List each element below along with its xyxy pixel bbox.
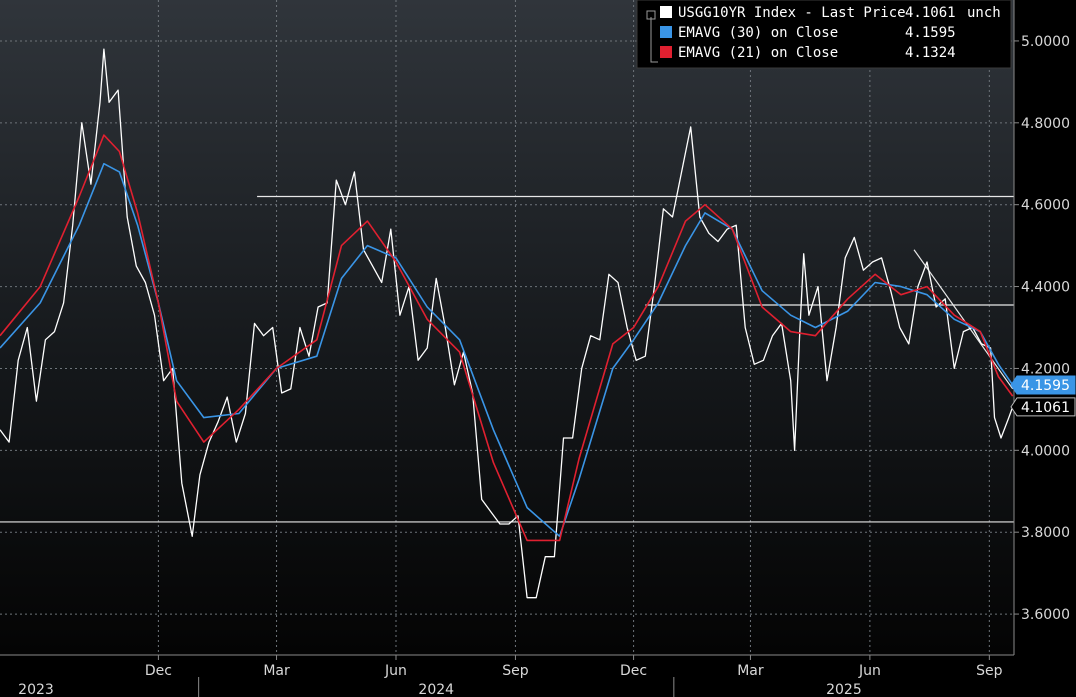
y-axis-background bbox=[1014, 0, 1076, 697]
legend: USGG10YR Index - Last Price 4.1061 unch EMA… bbox=[636, 0, 1012, 69]
legend-label: EMAVG (21) on Close bbox=[678, 45, 838, 61]
legend-value: 4.1061 bbox=[905, 5, 956, 21]
x-tick-label: Mar bbox=[263, 663, 290, 679]
year-labels: 2023 2024 2025 bbox=[18, 677, 862, 697]
last-value-labels: 4.1595 4.1061 bbox=[1010, 375, 1076, 417]
y-tick-label: 3.6000 bbox=[1021, 607, 1070, 623]
y-tick-label: 5.0000 bbox=[1021, 34, 1070, 50]
x-axis-ticks: Dec Mar Jun Sep Dec Mar Jun Sep bbox=[145, 655, 1003, 679]
x-tick-label: Dec bbox=[145, 663, 172, 679]
x-tick-label: Jun bbox=[384, 663, 407, 679]
year-label: 2025 bbox=[826, 682, 862, 697]
x-tick-label: Mar bbox=[737, 663, 764, 679]
last-value-badge-bg bbox=[1010, 397, 1076, 417]
price-line bbox=[0, 48, 1014, 599]
y-tick-label: 4.8000 bbox=[1021, 116, 1070, 132]
y-tick-label: 4.6000 bbox=[1021, 198, 1070, 214]
year-label: 2023 bbox=[18, 682, 54, 697]
y-tick-label: 4.2000 bbox=[1021, 361, 1070, 377]
legend-collapse-icon[interactable] bbox=[646, 10, 656, 20]
x-tick-label: Sep bbox=[976, 663, 1003, 679]
x-axis-background bbox=[0, 655, 1076, 697]
y-tick-label: 4.4000 bbox=[1021, 280, 1070, 296]
y-tick-label: 3.8000 bbox=[1021, 525, 1070, 541]
last-value-badge: 4.1061 bbox=[1010, 397, 1076, 417]
y-axis-ticks: 3.6000 3.8000 4.0000 4.2000 4.4000 4.6000 4.80… bbox=[1014, 34, 1070, 623]
x-tick-label: Jun bbox=[858, 663, 881, 679]
last-value-badge-bg bbox=[1010, 375, 1076, 395]
legend-label: EMAVG (30) on Close bbox=[678, 25, 838, 41]
reference-lines bbox=[0, 195, 1014, 523]
last-value-badge: 4.1595 bbox=[1010, 375, 1076, 395]
legend-label: USGG10YR Index - Last Price bbox=[678, 5, 906, 21]
legend-suffix: unch bbox=[967, 5, 1001, 21]
last-value-badge-text: 4.1061 bbox=[1021, 400, 1070, 416]
x-tick-label: Dec bbox=[620, 663, 647, 679]
legend-swatch bbox=[660, 6, 672, 18]
legend-value: 4.1595 bbox=[905, 25, 956, 41]
trend-line bbox=[913, 249, 1014, 390]
last-value-badge-text: 4.1595 bbox=[1021, 378, 1070, 394]
plot-background bbox=[0, 0, 1014, 655]
legend-tree-connector bbox=[650, 17, 658, 63]
year-label: 2024 bbox=[418, 682, 454, 697]
legend-box bbox=[636, 0, 1012, 69]
y-tick-label: 4.0000 bbox=[1021, 443, 1070, 459]
legend-swatch bbox=[660, 46, 672, 58]
series-group bbox=[0, 48, 1014, 599]
legend-swatch bbox=[660, 26, 672, 38]
x-tick-label: Sep bbox=[502, 663, 529, 679]
legend-value: 4.1324 bbox=[905, 45, 956, 61]
ema21-line bbox=[0, 134, 1014, 542]
